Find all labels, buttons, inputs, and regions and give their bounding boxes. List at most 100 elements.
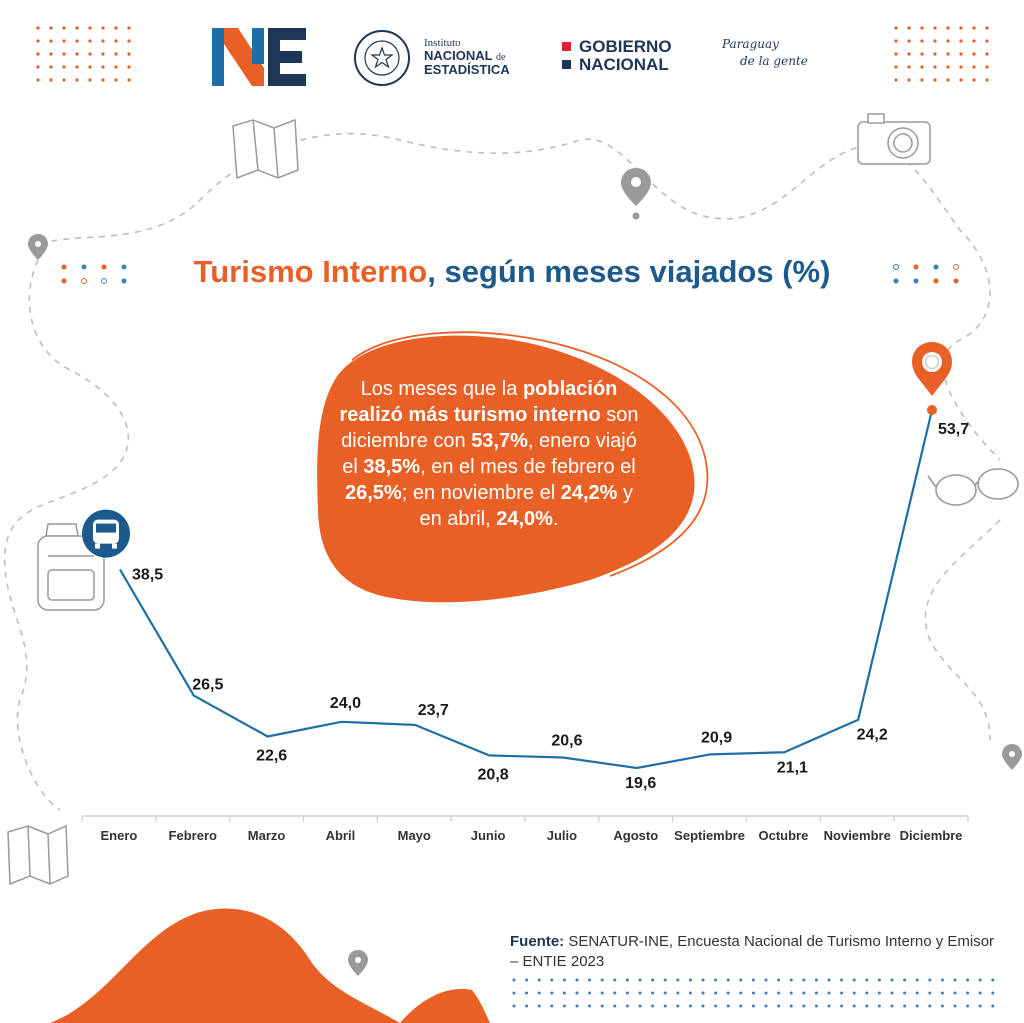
map-icon bbox=[232, 118, 299, 180]
bus-icon bbox=[82, 509, 130, 558]
callout-t3: , enero viajó el bbox=[342, 430, 637, 478]
x-tick-label: Agosto bbox=[613, 828, 658, 843]
dot bbox=[49, 78, 53, 82]
ine-logo-e bbox=[268, 28, 306, 86]
dot bbox=[764, 991, 768, 995]
dot bbox=[613, 1004, 617, 1008]
value-label: 23,7 bbox=[418, 702, 449, 719]
dot bbox=[714, 978, 718, 982]
dot bbox=[985, 78, 989, 82]
dot bbox=[840, 991, 844, 995]
dot bbox=[88, 39, 92, 43]
x-tick-label: Mayo bbox=[398, 828, 431, 843]
source-text: SENATUR-INE, Encuesta Nacional de Turism… bbox=[510, 933, 995, 970]
dot bbox=[903, 1004, 907, 1008]
dot bbox=[127, 52, 131, 56]
dot bbox=[978, 991, 982, 995]
gobierno-line2-wrap: NACIONAL bbox=[562, 56, 672, 74]
x-axis-ticks bbox=[81, 816, 969, 822]
dot bbox=[907, 39, 911, 43]
dot bbox=[972, 26, 976, 30]
paraguay-line2: de la gente bbox=[740, 53, 808, 68]
dot bbox=[562, 1004, 566, 1008]
dot bbox=[972, 65, 976, 69]
dot bbox=[613, 991, 617, 995]
bottom-hill-2 bbox=[400, 989, 490, 1023]
dot bbox=[114, 78, 118, 82]
dot bbox=[663, 991, 667, 995]
dot bbox=[651, 991, 655, 995]
value-label: 24,0 bbox=[330, 695, 361, 712]
callout-t6: y en abril, bbox=[419, 482, 633, 530]
instituto-line1: Instituto bbox=[424, 37, 461, 49]
dot bbox=[991, 1004, 995, 1008]
dot bbox=[777, 1004, 781, 1008]
bus-window bbox=[96, 523, 116, 533]
dot bbox=[978, 978, 982, 982]
dot bbox=[946, 26, 950, 30]
dot bbox=[946, 52, 950, 56]
dot bbox=[959, 39, 963, 43]
bottom-hill bbox=[50, 908, 400, 1023]
dot bbox=[764, 978, 768, 982]
title-dots-right bbox=[893, 264, 959, 284]
dot bbox=[588, 991, 592, 995]
dot bbox=[840, 1004, 844, 1008]
dot bbox=[894, 39, 898, 43]
dot bbox=[814, 978, 818, 982]
dot bbox=[88, 52, 92, 56]
dot-grid-top-right bbox=[894, 26, 989, 82]
dot bbox=[933, 78, 937, 82]
dot bbox=[991, 978, 995, 982]
callout-t2: son diciembre con bbox=[341, 404, 639, 452]
title-part1: Turismo Interno bbox=[193, 254, 428, 289]
dot bbox=[701, 991, 705, 995]
dashed-travel-path-right bbox=[924, 519, 1001, 741]
dot bbox=[991, 991, 995, 995]
callout-t4: , en el mes de febrero el bbox=[420, 456, 636, 478]
dot bbox=[101, 78, 105, 82]
dot bbox=[903, 978, 907, 982]
dot bbox=[625, 1004, 629, 1008]
location-icon bbox=[28, 168, 1022, 976]
dot bbox=[972, 39, 976, 43]
dot bbox=[127, 78, 131, 82]
x-tick-label: Diciembre bbox=[900, 828, 963, 843]
dot bbox=[890, 1004, 894, 1008]
dot bbox=[75, 26, 79, 30]
instituto-line3: ESTADÍSTICA bbox=[424, 62, 510, 78]
paraguay-line1: Paraguay bbox=[722, 37, 779, 51]
dot bbox=[562, 978, 566, 982]
dot bbox=[940, 991, 944, 995]
dot bbox=[953, 978, 957, 982]
dot bbox=[663, 1004, 667, 1008]
dot bbox=[525, 1004, 529, 1008]
dot bbox=[600, 1004, 604, 1008]
dot bbox=[550, 1004, 554, 1008]
ine-logo-bar-2 bbox=[252, 28, 264, 64]
dot bbox=[88, 78, 92, 82]
dot bbox=[625, 978, 629, 982]
dot bbox=[726, 978, 730, 982]
dot bbox=[663, 978, 667, 982]
dot bbox=[36, 65, 40, 69]
dot bbox=[840, 978, 844, 982]
dot bbox=[920, 65, 924, 69]
dot bbox=[933, 52, 937, 56]
dot bbox=[894, 65, 898, 69]
dot bbox=[985, 65, 989, 69]
bus-wheel bbox=[95, 543, 100, 549]
dot bbox=[933, 39, 937, 43]
dot bbox=[537, 1004, 541, 1008]
dot bbox=[966, 991, 970, 995]
dot bbox=[75, 39, 79, 43]
dot bbox=[777, 991, 781, 995]
dot bbox=[966, 1004, 970, 1008]
dot bbox=[928, 991, 932, 995]
dot bbox=[62, 52, 66, 56]
dot bbox=[739, 978, 743, 982]
dot bbox=[946, 65, 950, 69]
callout-text: Los meses que la población realizó más t… bbox=[336, 376, 642, 532]
value-labels: 38,5 26,5 22,6 24,0 23,7 20,8 20,6 19,6 20,9 21,1… bbox=[132, 421, 969, 792]
last-point-dot bbox=[927, 405, 937, 415]
